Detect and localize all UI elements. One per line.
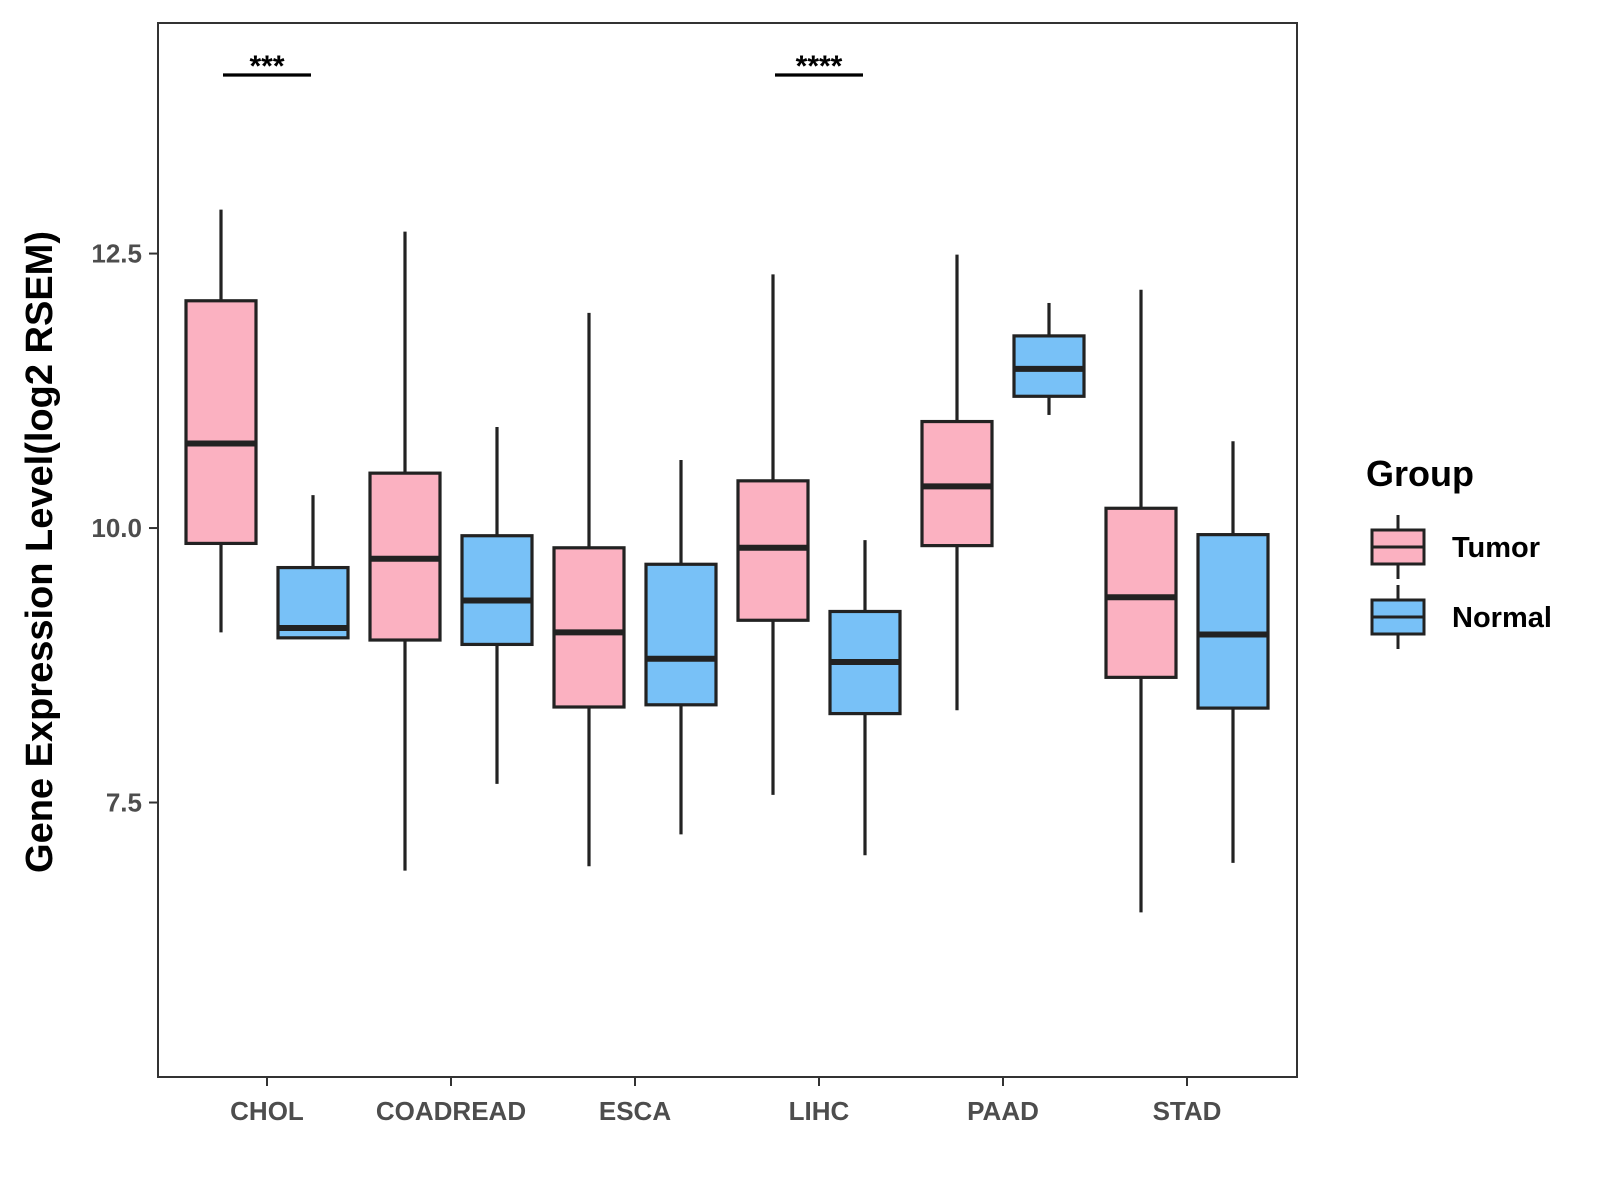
legend-item-normal: Normal [1370, 585, 1552, 649]
box-tumor-chol [184, 209, 258, 633]
x-tick-label: PAAD [967, 1096, 1039, 1126]
x-tick-label: CHOL [230, 1096, 304, 1126]
y-tick-label: 7.5 [106, 788, 142, 818]
legend-title: Group [1366, 453, 1474, 494]
box-iqr [460, 534, 534, 647]
legend-label-tumor: Tumor [1452, 532, 1540, 564]
box-iqr [1104, 506, 1178, 679]
plot-area: *** **** [157, 22, 1298, 1078]
box-tumor-esca [552, 312, 626, 867]
legend-item-tumor: Tumor [1370, 515, 1540, 579]
significance-lihc: **** [775, 50, 863, 83]
plot-panel-border [157, 22, 1298, 1078]
box-normal-esca [644, 459, 718, 835]
x-tick-label: ESCA [599, 1096, 671, 1126]
box-iqr [644, 562, 718, 707]
box-normal-paad [1012, 302, 1086, 415]
x-tick-label: STAD [1153, 1096, 1222, 1126]
box-tumor-stad [1104, 289, 1178, 913]
box-tumor-paad [920, 254, 994, 711]
box-normal-chol [276, 495, 350, 640]
y-tick-label: 12.5 [91, 239, 142, 269]
axes: 7.5 10.0 12.5 CHOL COADREAD ESCA LIHC PAAD STAD [91, 239, 1221, 1126]
box-iqr [184, 299, 258, 546]
significance-label: **** [796, 50, 843, 83]
significance-label: *** [249, 50, 284, 83]
legend: Group Tumor Normal [1366, 453, 1552, 649]
box-normal-stad [1196, 441, 1270, 863]
box-tumor-lihc [736, 274, 810, 795]
x-tick-label: LIHC [789, 1096, 850, 1126]
box-tumor-coadread [368, 231, 442, 871]
box-normal-coadread [460, 427, 534, 784]
box-normal-lihc [828, 540, 902, 856]
significance-chol: *** [223, 50, 311, 83]
y-tick-label: 10.0 [91, 513, 142, 543]
legend-label-normal: Normal [1452, 602, 1552, 634]
box-iqr [552, 546, 626, 709]
box-iqr [1196, 533, 1270, 710]
y-axis-title: Gene Expression Level(log2 RSEM) [19, 231, 61, 873]
x-tick-label: COADREAD [376, 1096, 526, 1126]
